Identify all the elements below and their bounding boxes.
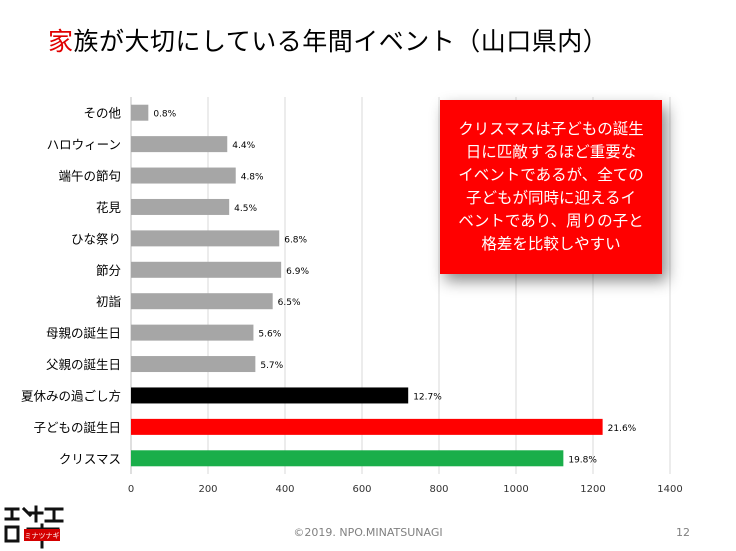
- category-label: その他: [83, 106, 121, 121]
- callout-line: クリスマスは子どもの誕生: [458, 120, 644, 138]
- data-label: 0.8%: [153, 110, 176, 120]
- data-label: 12.7%: [413, 392, 442, 402]
- page-number: 12: [676, 526, 690, 539]
- bar: [131, 387, 409, 404]
- title-first-char: 家: [48, 27, 74, 56]
- data-label: 19.8%: [568, 455, 597, 465]
- data-label: 6.8%: [284, 235, 307, 245]
- x-tick-label: 1400: [657, 484, 682, 495]
- bar: [131, 324, 254, 341]
- category-label: 節分: [96, 263, 121, 278]
- category-label: ハロウィーン: [47, 137, 121, 152]
- category-label: 端午の節句: [58, 169, 121, 184]
- minatsunagi-logo-icon: ミナツナギ: [4, 505, 64, 549]
- bar: [131, 136, 228, 153]
- logo-text: ミナツナギ: [25, 532, 60, 540]
- data-label: 21.6%: [608, 424, 637, 434]
- category-label: 夏休みの過ごし方: [21, 388, 121, 403]
- callout-line: 格差を比較しやすい: [481, 235, 621, 253]
- category-label: 子どもの誕生日: [33, 420, 121, 435]
- callout-line: ベントであり、周りの子と: [458, 212, 644, 230]
- footer-copyright: ©2019. NPO.MINATSUNAGI: [293, 526, 443, 539]
- bar: [131, 167, 236, 184]
- category-label: 父親の誕生日: [46, 357, 121, 372]
- data-label: 5.6%: [258, 330, 281, 340]
- data-label: 6.5%: [278, 298, 301, 308]
- callout-line: イベントであるが、全ての: [458, 166, 644, 184]
- data-label: 4.4%: [232, 141, 255, 151]
- bar: [131, 104, 149, 121]
- bar: [131, 261, 282, 278]
- x-tick-label: 600: [352, 484, 371, 495]
- x-tick-label: 200: [198, 484, 217, 495]
- x-tick-label: 1000: [503, 484, 528, 495]
- data-label: 4.5%: [234, 204, 257, 214]
- bar: [131, 356, 256, 373]
- callout-line: 日に匹敵するほど重要な: [465, 143, 637, 161]
- x-tick-label: 0: [128, 484, 134, 495]
- title-rest: 族が大切にしている年間イベント（山口県内）: [73, 27, 609, 56]
- bar: [131, 450, 564, 467]
- callout-text: クリスマスは子どもの誕生 日に匹敵するほど重要な イベントであるが、全ての 子ど…: [458, 118, 644, 256]
- bar: [131, 230, 280, 247]
- bar: [131, 198, 230, 215]
- callout-line: 子どもが同時に迎えるイ: [465, 189, 637, 207]
- data-label: 6.9%: [286, 267, 309, 277]
- bar: [131, 293, 273, 310]
- category-label: ひな祭り: [71, 231, 121, 246]
- category-label: クリスマス: [59, 451, 121, 466]
- data-label: 4.8%: [241, 173, 264, 183]
- x-tick-label: 1200: [580, 484, 605, 495]
- category-label: 母親の誕生日: [46, 326, 121, 341]
- bar: [131, 418, 603, 435]
- data-label: 5.7%: [260, 361, 283, 371]
- x-tick-label: 400: [275, 484, 294, 495]
- category-label: 初詣: [96, 294, 122, 309]
- callout-box: クリスマスは子どもの誕生 日に匹敵するほど重要な イベントであるが、全ての 子ど…: [440, 100, 662, 274]
- page-title: 家族が大切にしている年間イベント（山口県内）: [48, 22, 608, 58]
- category-label: 花見: [96, 200, 122, 215]
- x-tick-label: 800: [429, 484, 448, 495]
